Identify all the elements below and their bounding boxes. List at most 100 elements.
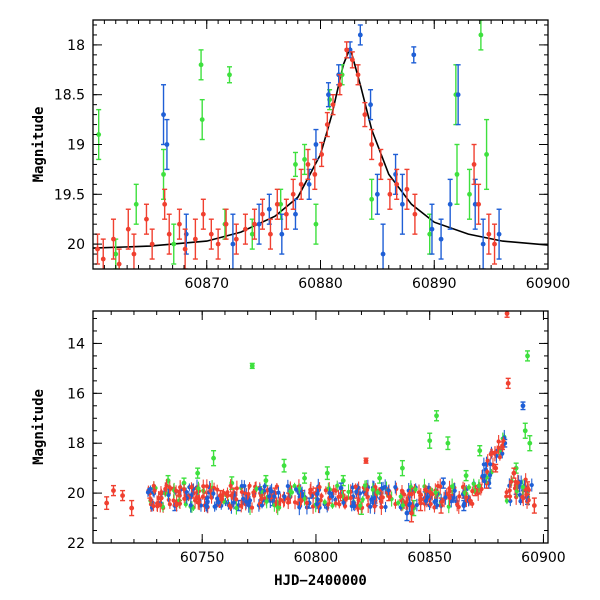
point-marker xyxy=(151,483,156,488)
point-marker xyxy=(487,473,493,478)
point-marker xyxy=(305,162,311,167)
point-marker xyxy=(477,448,483,454)
point-marker xyxy=(249,505,255,510)
point-marker xyxy=(480,473,485,479)
data-point xyxy=(227,66,232,84)
point-marker xyxy=(377,475,383,481)
point-marker xyxy=(337,82,343,88)
point-marker xyxy=(400,503,405,508)
point-marker xyxy=(492,241,497,247)
point-marker xyxy=(144,216,149,222)
point-marker xyxy=(387,494,392,499)
point-marker xyxy=(292,500,298,505)
data-point xyxy=(256,203,262,245)
data-point xyxy=(477,445,483,457)
data-point xyxy=(133,183,139,225)
point-marker xyxy=(164,142,170,147)
data-point xyxy=(378,148,384,181)
x-tick-label: 60850 xyxy=(407,550,452,566)
data-point xyxy=(292,151,298,178)
point-marker xyxy=(314,502,320,507)
data-point xyxy=(208,218,214,250)
point-marker xyxy=(322,500,327,505)
data-point xyxy=(411,46,417,64)
data-point xyxy=(110,484,116,497)
point-marker xyxy=(298,497,303,502)
point-marker xyxy=(335,483,340,488)
data-point xyxy=(429,203,435,255)
point-marker xyxy=(470,501,475,506)
data-point xyxy=(324,111,330,138)
point-marker xyxy=(148,486,153,492)
point-marker xyxy=(194,496,199,501)
point-marker xyxy=(481,462,486,467)
point-marker xyxy=(167,485,172,490)
point-marker xyxy=(200,211,206,217)
point-marker xyxy=(241,496,246,502)
point-marker xyxy=(294,487,299,492)
point-marker xyxy=(374,191,380,197)
point-marker xyxy=(293,162,298,167)
point-marker xyxy=(192,236,198,242)
point-marker xyxy=(333,501,338,506)
data-point xyxy=(195,467,201,479)
point-marker xyxy=(216,500,221,505)
data-point xyxy=(110,218,116,260)
point-marker xyxy=(399,488,405,493)
point-marker xyxy=(527,440,533,446)
point-marker xyxy=(330,503,335,508)
point-marker xyxy=(290,191,296,197)
point-marker xyxy=(173,488,179,493)
point-marker xyxy=(298,181,304,187)
point-marker xyxy=(346,489,351,495)
data-point xyxy=(463,469,469,482)
point-marker xyxy=(522,428,528,434)
point-marker xyxy=(398,494,403,499)
data-point xyxy=(100,238,106,269)
point-marker xyxy=(247,498,253,503)
series-green xyxy=(96,20,490,269)
point-marker xyxy=(223,221,229,227)
point-marker xyxy=(513,479,518,485)
y-tick-label: 20 xyxy=(67,486,85,502)
point-marker xyxy=(378,499,384,504)
point-marker xyxy=(219,497,225,502)
data-point xyxy=(504,311,510,318)
point-marker xyxy=(404,186,410,192)
point-marker xyxy=(407,502,412,508)
point-marker xyxy=(199,117,205,122)
y-axis-label: Magnitude xyxy=(31,389,47,465)
point-marker xyxy=(410,504,415,509)
point-marker xyxy=(370,496,375,501)
point-marker xyxy=(125,226,131,232)
data-point xyxy=(120,489,126,502)
point-marker xyxy=(432,505,437,510)
point-marker xyxy=(400,465,405,471)
point-marker xyxy=(315,497,320,502)
data-point xyxy=(211,449,217,467)
point-marker xyxy=(467,191,472,197)
point-marker xyxy=(364,487,370,493)
point-marker xyxy=(369,196,375,202)
data-point xyxy=(95,233,101,265)
point-marker xyxy=(370,487,375,492)
point-marker xyxy=(297,486,302,491)
point-marker xyxy=(500,451,505,456)
point-marker xyxy=(413,487,418,492)
data-point xyxy=(302,143,308,176)
point-marker xyxy=(356,498,361,503)
data-point xyxy=(404,168,410,210)
point-marker xyxy=(478,32,484,38)
data-point xyxy=(125,208,131,250)
data-point xyxy=(496,208,502,260)
point-marker xyxy=(451,495,456,500)
point-marker xyxy=(249,363,255,369)
point-marker xyxy=(249,231,255,237)
point-marker xyxy=(412,211,418,217)
point-marker xyxy=(231,500,236,505)
point-marker xyxy=(432,499,437,505)
point-marker xyxy=(493,465,499,471)
point-marker xyxy=(171,498,176,503)
data-point xyxy=(434,410,440,422)
point-marker xyxy=(312,171,318,177)
